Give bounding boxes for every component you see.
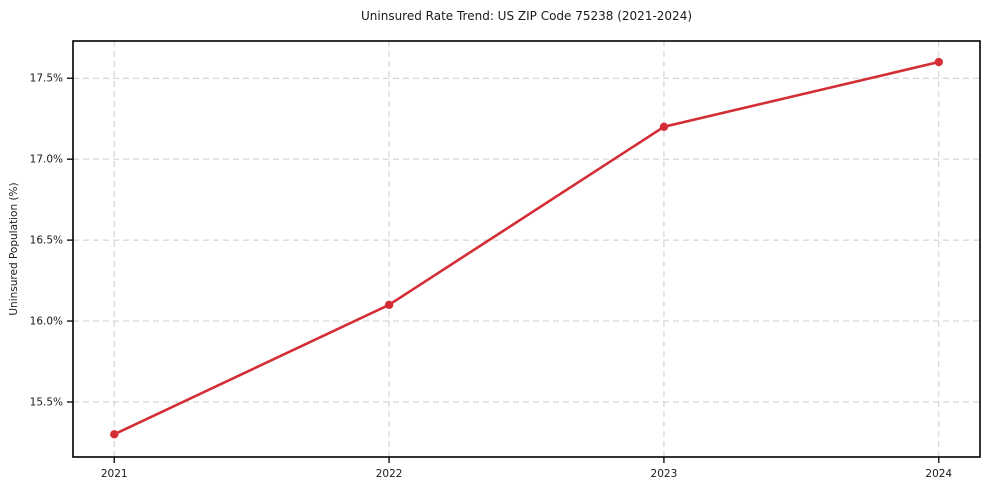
y-tick-label: 15.5% <box>30 396 63 408</box>
x-tick-label: 2022 <box>376 468 403 480</box>
x-tick-label: 2024 <box>925 468 952 480</box>
x-tick-label: 2021 <box>101 468 128 480</box>
y-tick-label: 16.0% <box>30 316 63 328</box>
y-tick-label: 17.5% <box>30 73 63 85</box>
data-point <box>659 122 669 131</box>
plot-border <box>72 40 981 458</box>
data-point <box>110 430 119 439</box>
y-tick-label: 17.0% <box>30 154 63 166</box>
x-tick-label: 2023 <box>651 468 678 480</box>
data-point <box>384 300 394 310</box>
data-point <box>934 57 943 67</box>
trend-line <box>112 60 941 436</box>
chart-title: Uninsured Rate Trend: US ZIP Code 75238 … <box>360 9 693 23</box>
y-tick-label: 16.5% <box>30 235 63 247</box>
